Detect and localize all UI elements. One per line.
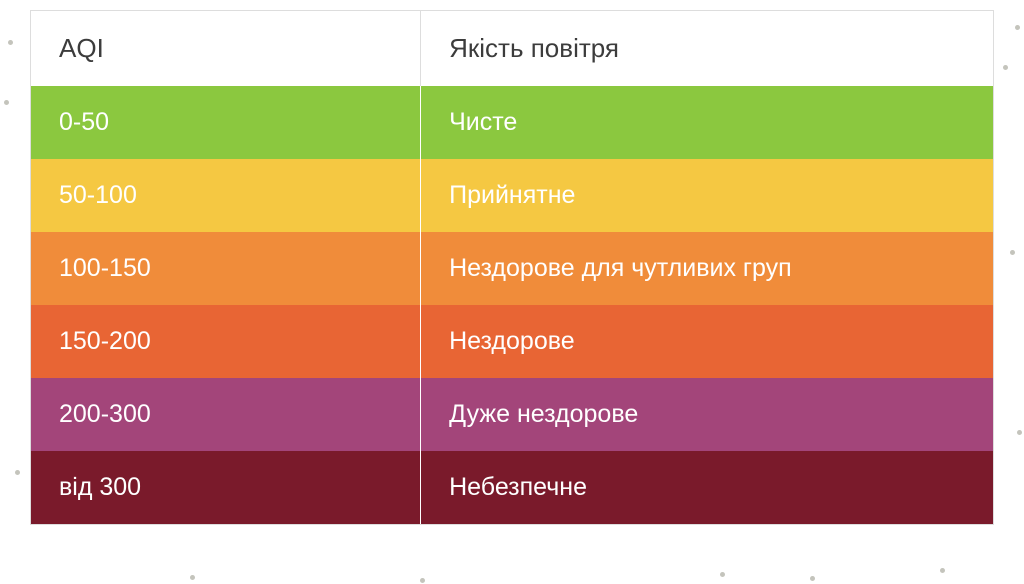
table-row: від 300 Небезпечне: [31, 451, 993, 524]
cell-aqi: 100-150: [31, 232, 421, 305]
aqi-table-wrapper: AQI Якість повітря 0-50 Чисте 50-100 При…: [30, 10, 994, 525]
cell-aqi: 150-200: [31, 305, 421, 378]
table-body: 0-50 Чисте 50-100 Прийнятне 100-150 Незд…: [31, 86, 993, 524]
table-row: 50-100 Прийнятне: [31, 159, 993, 232]
cell-quality: Чисте: [421, 86, 993, 159]
table-row: 100-150 Нездорове для чутливих груп: [31, 232, 993, 305]
cell-quality: Дуже нездорове: [421, 378, 993, 451]
table-row: 200-300 Дуже нездорове: [31, 378, 993, 451]
cell-aqi: 0-50: [31, 86, 421, 159]
cell-aqi: від 300: [31, 451, 421, 524]
cell-quality: Нездорове: [421, 305, 993, 378]
cell-quality: Прийнятне: [421, 159, 993, 232]
background-speck: [15, 470, 20, 475]
header-aqi: AQI: [31, 11, 421, 86]
cell-quality: Нездорове для чутливих груп: [421, 232, 993, 305]
background-speck: [8, 40, 13, 45]
background-speck: [4, 100, 9, 105]
background-speck: [1003, 65, 1008, 70]
table-row: 0-50 Чисте: [31, 86, 993, 159]
background-speck: [190, 575, 195, 580]
cell-aqi: 50-100: [31, 159, 421, 232]
background-speck: [1017, 430, 1022, 435]
background-speck: [720, 572, 725, 577]
aqi-table: AQI Якість повітря 0-50 Чисте 50-100 При…: [31, 11, 993, 524]
background-speck: [1015, 25, 1020, 30]
background-speck: [1010, 250, 1015, 255]
table-row: 150-200 Нездорове: [31, 305, 993, 378]
cell-aqi: 200-300: [31, 378, 421, 451]
background-speck: [810, 576, 815, 581]
background-speck: [420, 578, 425, 583]
table-header-row: AQI Якість повітря: [31, 11, 993, 86]
background-speck: [940, 568, 945, 573]
header-quality: Якість повітря: [421, 11, 993, 86]
cell-quality: Небезпечне: [421, 451, 993, 524]
